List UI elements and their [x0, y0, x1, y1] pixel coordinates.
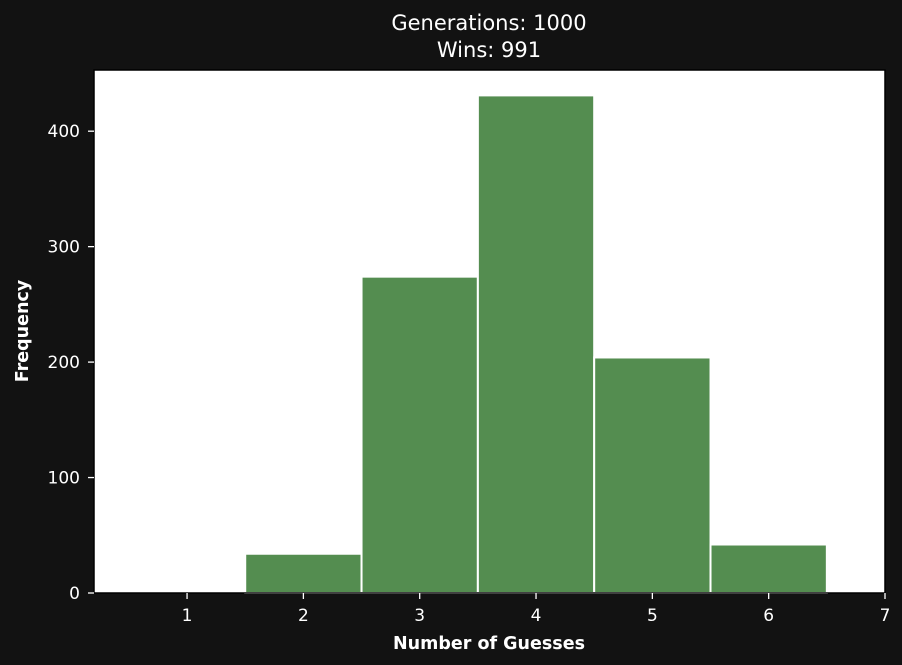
y-axis-ticks: 0 100 200 300 400: [48, 122, 94, 604]
y-tick-label: 300: [48, 238, 80, 258]
plot-frame: [93, 69, 886, 594]
x-tick-label: 1: [182, 606, 193, 626]
bar-6-guesses: [709, 543, 828, 595]
x-axis-label: Number of Guesses: [393, 634, 585, 654]
x-axis-ticks: 1 2 3 4 5 6 7: [182, 593, 891, 626]
bar-2-guesses: [244, 552, 363, 595]
bar-5-guesses: [593, 356, 712, 594]
y-axis-label: Frequency: [13, 279, 33, 382]
bar-4-guesses: [476, 94, 596, 594]
bar-3-guesses: [360, 275, 479, 594]
x-tick-label: 3: [414, 606, 425, 626]
x-tick-label: 6: [763, 606, 774, 626]
x-tick-label: 2: [298, 606, 309, 626]
y-tick-label: 100: [48, 469, 80, 489]
x-tick-label: 4: [531, 606, 542, 626]
y-tick-label: 0: [69, 584, 80, 604]
x-tick-label: 7: [880, 606, 891, 626]
chart-title-line-1: Generations: 1000: [391, 11, 586, 35]
chart-title-line-2: Wins: 991: [437, 38, 541, 62]
x-tick-label: 5: [647, 606, 658, 626]
bars-group: [244, 94, 828, 595]
y-tick-label: 200: [48, 353, 80, 373]
y-tick-label: 400: [48, 122, 80, 142]
